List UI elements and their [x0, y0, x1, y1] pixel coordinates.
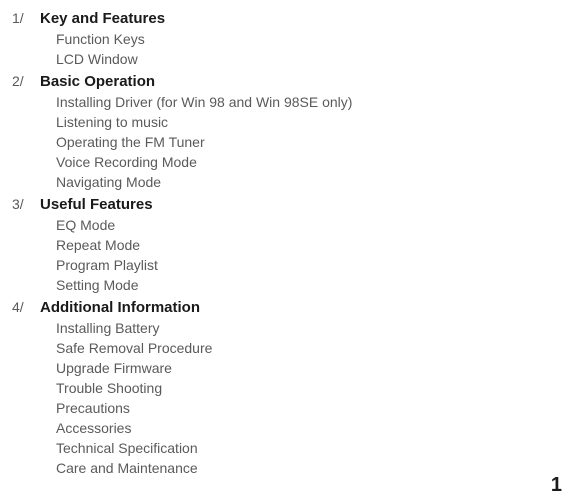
- toc-item: Technical Specification: [56, 438, 572, 458]
- toc-item: Care and Maintenance: [56, 458, 572, 478]
- toc-item: Listening to music: [56, 112, 572, 132]
- toc-item: Safe Removal Procedure: [56, 338, 572, 358]
- toc-section: 4/ Additional Information Installing Bat…: [12, 297, 572, 478]
- section-number: 3/: [12, 194, 40, 214]
- toc-item: Voice Recording Mode: [56, 152, 572, 172]
- toc-item: Accessories: [56, 418, 572, 438]
- toc-item: Precautions: [56, 398, 572, 418]
- section-title: Basic Operation: [40, 72, 155, 92]
- section-items: Function Keys LCD Window: [12, 29, 572, 69]
- toc-item: Trouble Shooting: [56, 378, 572, 398]
- section-items: Installing Driver (for Win 98 and Win 98…: [12, 92, 572, 192]
- toc-item: Navigating Mode: [56, 172, 572, 192]
- toc-item: Operating the FM Tuner: [56, 132, 572, 152]
- section-number: 1/: [12, 8, 40, 28]
- section-items: Installing Battery Safe Removal Procedur…: [12, 318, 572, 478]
- section-number: 4/: [12, 297, 40, 317]
- toc-item: Installing Driver (for Win 98 and Win 98…: [56, 92, 572, 112]
- page-number: 1: [551, 474, 562, 497]
- table-of-contents: 1/ Key and Features Function Keys LCD Wi…: [0, 8, 572, 478]
- toc-item: Setting Mode: [56, 275, 572, 295]
- section-title: Useful Features: [40, 195, 153, 215]
- section-header-row: 3/ Useful Features: [12, 194, 572, 215]
- toc-item: EQ Mode: [56, 215, 572, 235]
- toc-item: LCD Window: [56, 49, 572, 69]
- section-header-row: 4/ Additional Information: [12, 297, 572, 318]
- toc-item: Program Playlist: [56, 255, 572, 275]
- section-items: EQ Mode Repeat Mode Program Playlist Set…: [12, 215, 572, 295]
- section-header-row: 2/ Basic Operation: [12, 71, 572, 92]
- toc-item: Installing Battery: [56, 318, 572, 338]
- toc-item: Repeat Mode: [56, 235, 572, 255]
- section-title: Additional Information: [40, 298, 200, 318]
- section-header-row: 1/ Key and Features: [12, 8, 572, 29]
- toc-item: Function Keys: [56, 29, 572, 49]
- section-title: Key and Features: [40, 9, 165, 29]
- section-number: 2/: [12, 71, 40, 91]
- toc-section: 3/ Useful Features EQ Mode Repeat Mode P…: [12, 194, 572, 295]
- toc-section: 2/ Basic Operation Installing Driver (fo…: [12, 71, 572, 192]
- toc-item: Upgrade Firmware: [56, 358, 572, 378]
- toc-section: 1/ Key and Features Function Keys LCD Wi…: [12, 8, 572, 69]
